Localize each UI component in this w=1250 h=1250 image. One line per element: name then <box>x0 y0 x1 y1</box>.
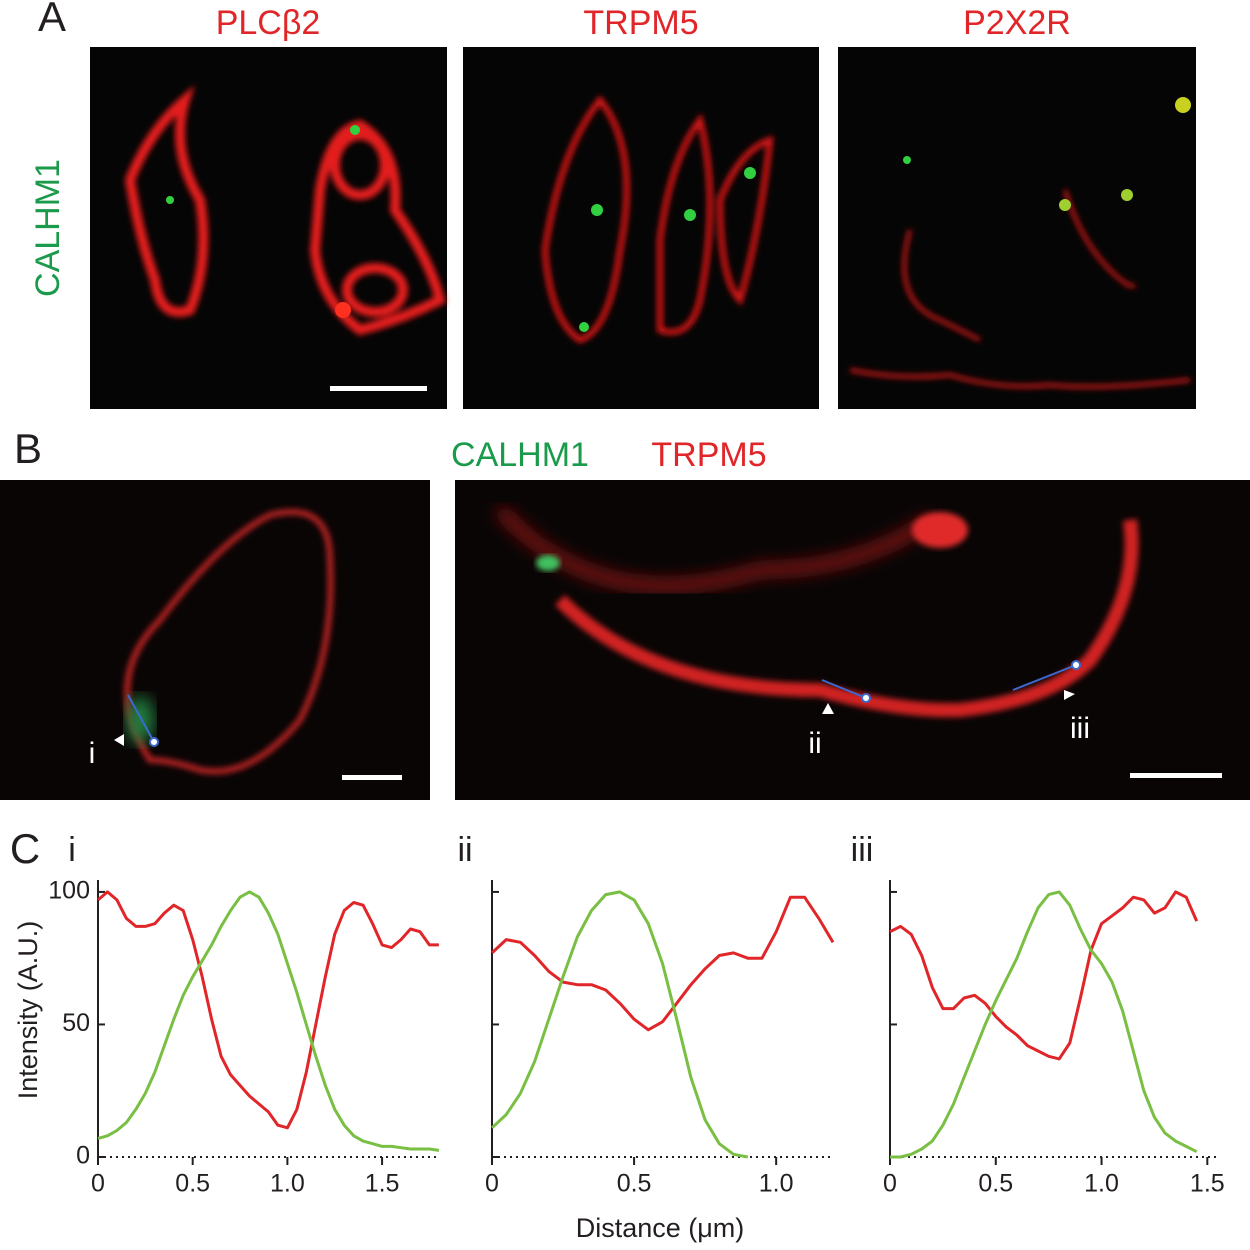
legend-label: TRPM5 <box>651 436 766 474</box>
legend-label: CALHM1 <box>451 436 589 474</box>
micrograph <box>838 47 1196 409</box>
intensity-line <box>889 890 1199 1061</box>
micrograph <box>463 47 819 409</box>
chart-title: i <box>68 831 76 869</box>
intensity-line <box>490 890 749 1159</box>
column-title: PLCβ2 <box>216 4 321 42</box>
micrograph: i <box>0 480 430 800</box>
x-tick-label: 1.0 <box>1084 1170 1119 1198</box>
chart-title: ii <box>457 831 472 869</box>
y-tick-label: 0 <box>76 1142 90 1170</box>
panel-label: A <box>38 0 66 40</box>
x-tick-label: 0.5 <box>175 1170 210 1198</box>
intensity-line <box>97 890 440 1152</box>
x-tick-label: 0.5 <box>617 1170 652 1198</box>
x-tick-label: 0.5 <box>978 1170 1013 1198</box>
y-tick-label: 50 <box>62 1009 90 1037</box>
micrograph: ii iii <box>455 480 1250 800</box>
micrograph <box>90 47 447 409</box>
marker-label: iii <box>1070 712 1090 745</box>
x-tick-label: 0 <box>485 1170 499 1198</box>
x-tick-label: 0 <box>91 1170 105 1198</box>
y-axis-label: Intensity (A.U.) <box>13 921 43 1100</box>
chart-title: iii <box>851 831 874 869</box>
x-tick-label: 1.0 <box>270 1170 305 1198</box>
x-tick-label: 1.0 <box>759 1170 794 1198</box>
x-tick-label: 1.5 <box>1190 1170 1225 1198</box>
x-tick-label: 0 <box>883 1170 897 1198</box>
column-title: P2X2R <box>963 4 1071 42</box>
row-label: CALHM1 <box>29 159 67 297</box>
marker-label: i <box>89 737 96 770</box>
y-tick-label: 100 <box>48 877 90 905</box>
x-axis-label: Distance (μm) <box>576 1213 745 1243</box>
column-title: TRPM5 <box>583 4 698 42</box>
intensity-line <box>890 890 1198 1159</box>
marker-label: ii <box>808 727 821 760</box>
intensity-line <box>97 890 439 1130</box>
intensity-line <box>490 895 835 1032</box>
x-tick-label: 1.5 <box>365 1170 400 1198</box>
panel-label: C <box>10 825 40 872</box>
panel-label: B <box>14 425 42 472</box>
